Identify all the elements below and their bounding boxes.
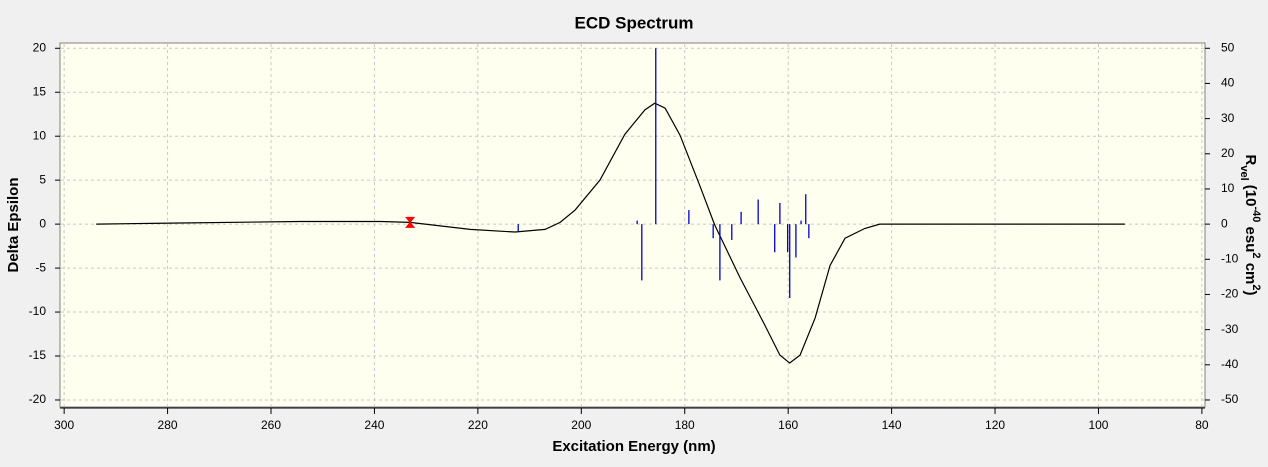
y2-tick-label: 20	[1221, 146, 1235, 160]
y2-title-part: -40	[1250, 206, 1262, 222]
y2-title-part: 2	[1250, 252, 1262, 258]
y2-tick-label: 10	[1221, 181, 1235, 195]
y-tick-label: 10	[33, 128, 47, 142]
y2-tick-label: 50	[1221, 40, 1235, 54]
x-tick-label: 300	[54, 418, 74, 432]
y2-tick-label: -50	[1221, 392, 1239, 406]
y2-axis-title: Rvel (10-40 esu2 cm2)	[1238, 154, 1262, 295]
chart-title: ECD Spectrum	[574, 13, 693, 32]
y-axis-title: Delta Epsilon	[5, 177, 22, 272]
y-tick-label: -15	[29, 348, 47, 362]
y-tick-label: 15	[33, 84, 47, 98]
x-tick-label: 180	[675, 418, 695, 432]
y2-tick-label: 30	[1221, 111, 1235, 125]
y2-tick-label: -30	[1221, 322, 1239, 336]
y2-tick-label: 0	[1221, 216, 1228, 230]
x-tick-label: 160	[778, 418, 798, 432]
x-tick-label: 140	[882, 418, 902, 432]
y-tick-label: -20	[29, 392, 47, 406]
y-tick-label: 5	[39, 172, 46, 186]
x-tick-label: 80	[1195, 418, 1209, 432]
y2-title-part: (10	[1242, 181, 1259, 207]
x-tick-label: 220	[468, 418, 488, 432]
x-tick-label: 280	[158, 418, 178, 432]
y2-tick-label: -10	[1221, 251, 1239, 265]
x-tick-label: 120	[985, 418, 1005, 432]
y2-tick-label: 40	[1221, 76, 1235, 90]
spectrum-line	[96, 102, 1125, 364]
y2-title-part: esu	[1242, 222, 1259, 252]
x-axis-title: Excitation Energy (nm)	[552, 438, 715, 455]
y2-title-part: R	[1242, 154, 1259, 165]
y2-tick-label: -40	[1221, 357, 1239, 371]
y-tick-label: 20	[33, 40, 47, 54]
y2-title-part: cm	[1242, 259, 1259, 285]
y2-title-part: 2	[1250, 284, 1262, 290]
x-tick-label: 100	[1088, 418, 1108, 432]
cursor-marker	[405, 216, 416, 228]
x-tick-label: 200	[571, 418, 591, 432]
y-tick-label: 0	[39, 216, 46, 230]
y2-title-part: )	[1242, 291, 1259, 296]
y-tick-label: -5	[35, 260, 46, 274]
y2-title-part: vel	[1238, 165, 1250, 180]
y2-tick-label: -20	[1221, 287, 1239, 301]
x-tick-label: 240	[364, 418, 384, 432]
y-tick-label: -10	[29, 304, 47, 318]
x-tick-label: 260	[261, 418, 281, 432]
plot-area	[59, 42, 1206, 408]
